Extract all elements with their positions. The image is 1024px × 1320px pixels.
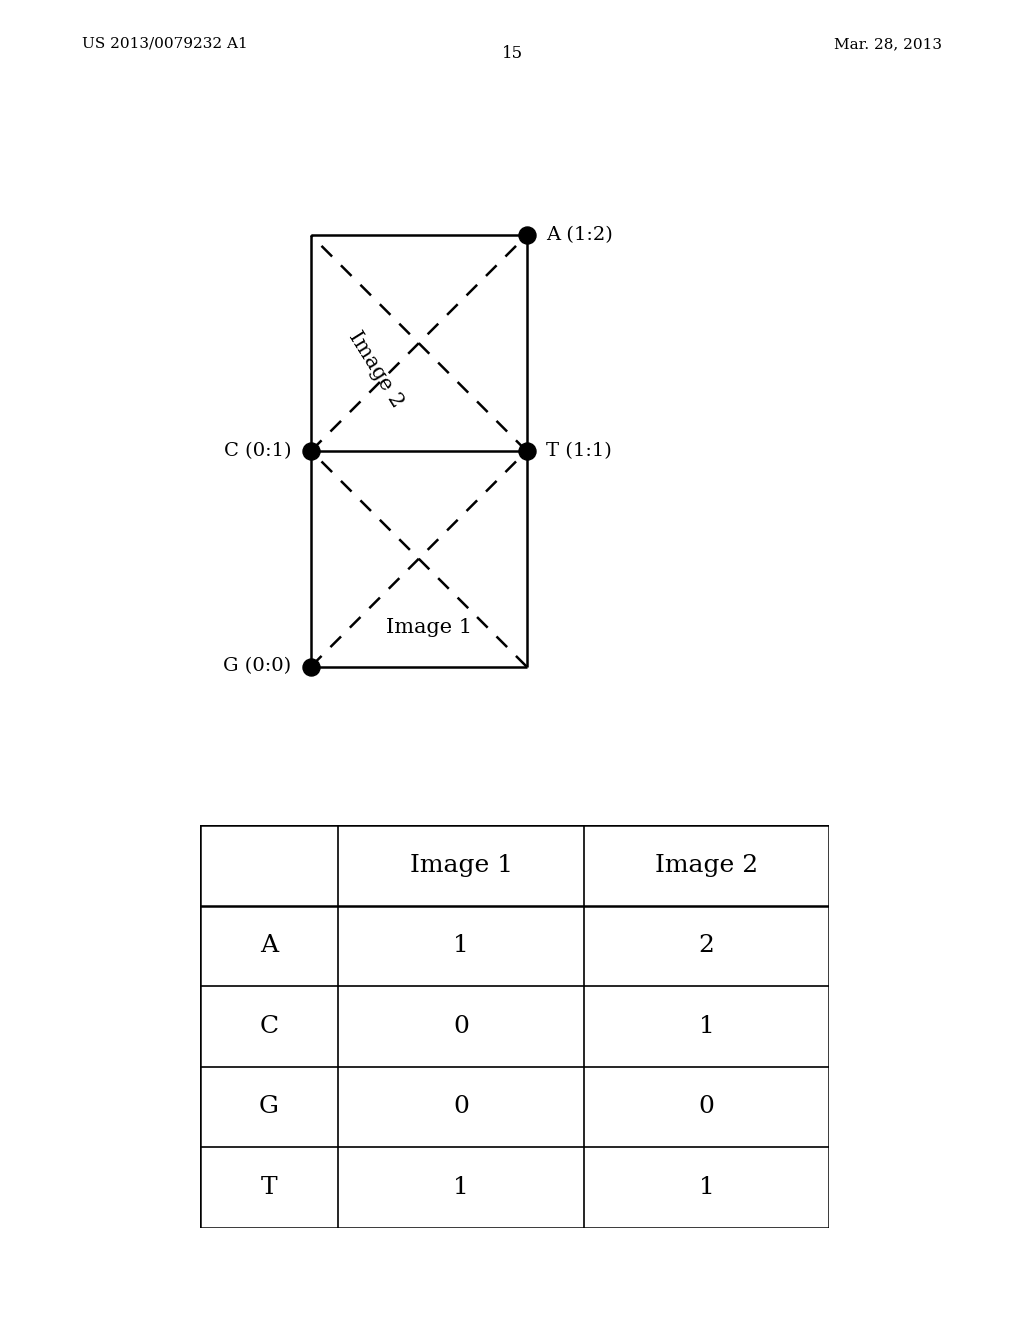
Text: T (1:1): T (1:1) bbox=[546, 442, 611, 459]
Text: T: T bbox=[261, 1176, 278, 1199]
Point bbox=[518, 441, 535, 462]
Text: Image 1: Image 1 bbox=[386, 618, 473, 638]
Text: 1: 1 bbox=[454, 935, 469, 957]
Point bbox=[303, 441, 319, 462]
Text: 1: 1 bbox=[698, 1015, 715, 1038]
Text: G: G bbox=[259, 1096, 279, 1118]
Text: 0: 0 bbox=[698, 1096, 715, 1118]
Point bbox=[303, 656, 319, 677]
Point bbox=[518, 224, 535, 246]
Text: 15: 15 bbox=[502, 45, 522, 62]
Text: 0: 0 bbox=[453, 1015, 469, 1038]
Text: Image 2: Image 2 bbox=[655, 854, 758, 876]
Text: Mar. 28, 2013: Mar. 28, 2013 bbox=[835, 37, 942, 51]
Text: US 2013/0079232 A1: US 2013/0079232 A1 bbox=[82, 37, 248, 51]
Text: A (1:2): A (1:2) bbox=[546, 226, 612, 244]
Text: Image 2: Image 2 bbox=[345, 327, 407, 411]
Text: 1: 1 bbox=[698, 1176, 715, 1199]
Text: G (0:0): G (0:0) bbox=[223, 657, 292, 676]
Text: 1: 1 bbox=[454, 1176, 469, 1199]
Text: Image 1: Image 1 bbox=[410, 854, 513, 876]
Text: 0: 0 bbox=[453, 1096, 469, 1118]
Text: A: A bbox=[260, 935, 279, 957]
Text: C (0:1): C (0:1) bbox=[224, 442, 292, 459]
Text: 2: 2 bbox=[698, 935, 715, 957]
Text: C: C bbox=[259, 1015, 279, 1038]
